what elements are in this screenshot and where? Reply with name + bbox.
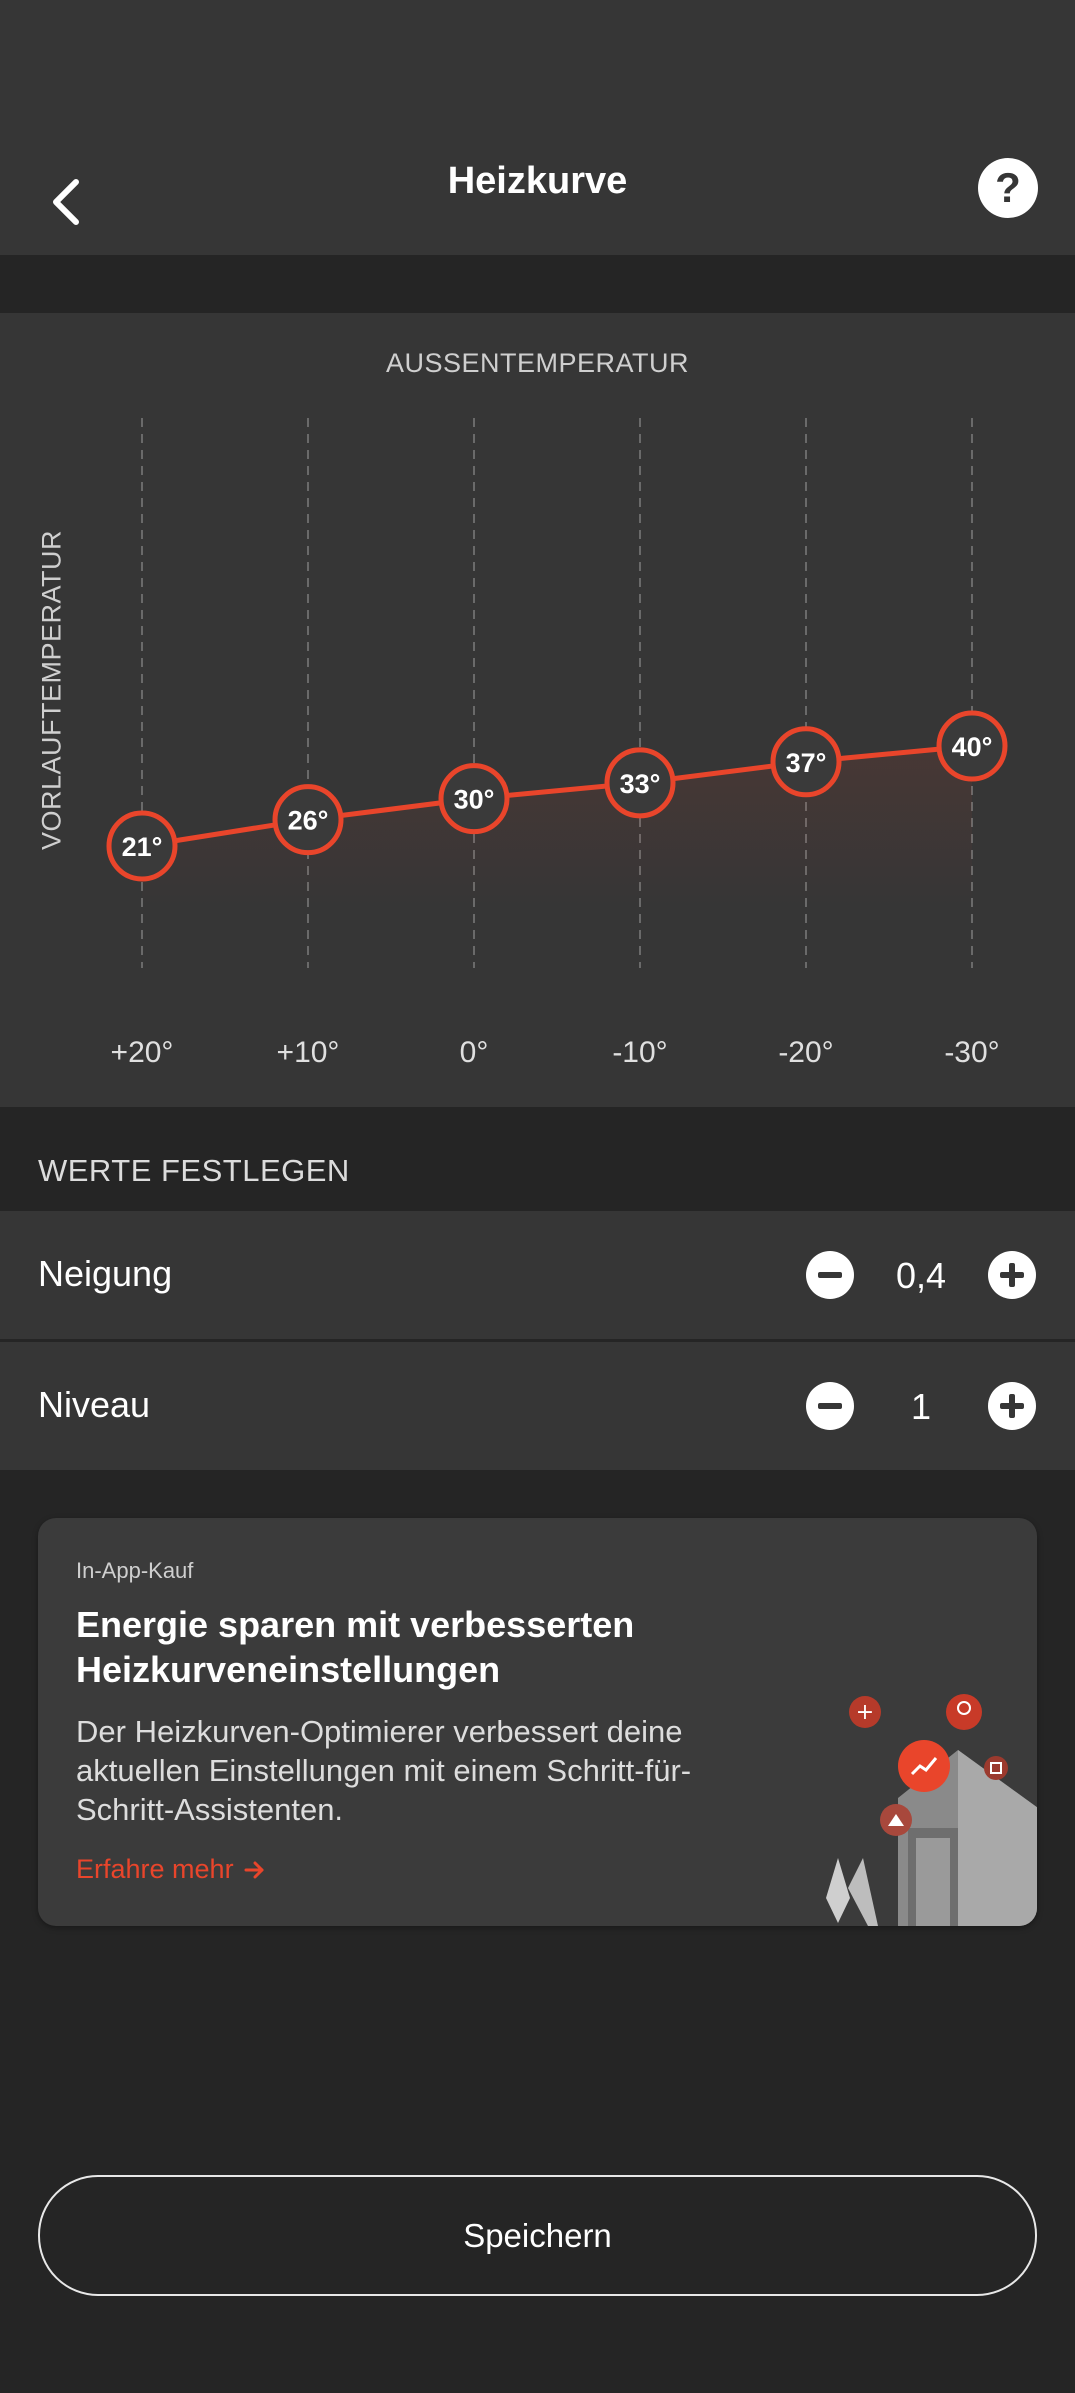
point-label: 26° <box>288 806 329 836</box>
curve-point[interactable] <box>272 784 344 856</box>
minus-icon <box>818 1403 842 1409</box>
point-label: 21° <box>122 832 163 862</box>
x-tick-label: +20° <box>110 1036 174 1069</box>
neigung-row: Neigung 0,4 <box>0 1211 1075 1339</box>
learn-more-label: Erfahre mehr <box>76 1854 234 1884</box>
promo-title: Energie sparen mit verbesserten Heizkurv… <box>76 1604 635 1690</box>
heating-curve-chart <box>0 313 1075 1107</box>
promo-tag: In-App-Kauf <box>76 1558 194 1583</box>
save-label: Speichern <box>463 2216 612 2254</box>
page-title: Heizkurve <box>447 160 628 202</box>
promo-card[interactable]: In-App-Kauf Energie sparen mit verbesser… <box>38 1518 1037 1926</box>
niveau-row: Niveau 1 <box>0 1342 1075 1470</box>
x-tick-label: +10° <box>276 1036 340 1069</box>
x-tick-label: -10° <box>612 1036 668 1069</box>
chart-plot: 21° 26° 30° 33° 37° 40° <box>106 418 1008 968</box>
x-tick-label: -30° <box>944 1036 1000 1069</box>
neigung-value: 0,4 <box>895 1255 947 1296</box>
chevron-left-icon <box>53 179 79 225</box>
minus-icon <box>818 1272 842 1278</box>
status-bar <box>0 0 1075 130</box>
learn-more-link[interactable]: Erfahre mehr <box>76 1854 266 1885</box>
curve-point[interactable] <box>106 810 178 882</box>
point-label: 40° <box>952 732 993 762</box>
niveau-decrement-button[interactable] <box>806 1382 854 1430</box>
neigung-label: Neigung <box>38 1253 173 1294</box>
niveau-label: Niveau <box>38 1384 151 1425</box>
niveau-value: 1 <box>910 1386 932 1427</box>
curve-point[interactable] <box>438 763 510 835</box>
app-header <box>0 130 1075 255</box>
question-mark-icon: ? <box>995 164 1021 211</box>
curve-area <box>142 746 972 908</box>
section-label: WERTE FESTLEGEN <box>38 1153 350 1188</box>
curve-point[interactable] <box>936 710 1008 782</box>
x-axis-title: AUSSENTEMPERATUR <box>385 348 690 378</box>
promo-description: Der Heizkurven-Optimierer verbessert dei… <box>76 1714 692 1827</box>
niveau-increment-button[interactable] <box>988 1382 1036 1430</box>
house-illustration: + <box>826 1694 1037 1926</box>
curve-point[interactable] <box>604 747 676 819</box>
svg-text:+: + <box>856 1700 874 1725</box>
point-label: 30° <box>454 785 495 815</box>
x-tick-label: -20° <box>778 1036 834 1069</box>
neigung-increment-button[interactable] <box>988 1251 1036 1299</box>
neigung-decrement-button[interactable] <box>806 1251 854 1299</box>
arrow-right-icon <box>244 1861 264 1878</box>
curve-point[interactable] <box>770 726 842 798</box>
x-tick-label: 0° <box>459 1036 489 1069</box>
help-button[interactable]: ? <box>978 158 1038 218</box>
point-label: 33° <box>620 769 661 799</box>
save-button[interactable]: Speichern <box>38 2175 1037 2296</box>
back-button[interactable] <box>30 160 110 240</box>
point-label: 37° <box>786 748 827 778</box>
